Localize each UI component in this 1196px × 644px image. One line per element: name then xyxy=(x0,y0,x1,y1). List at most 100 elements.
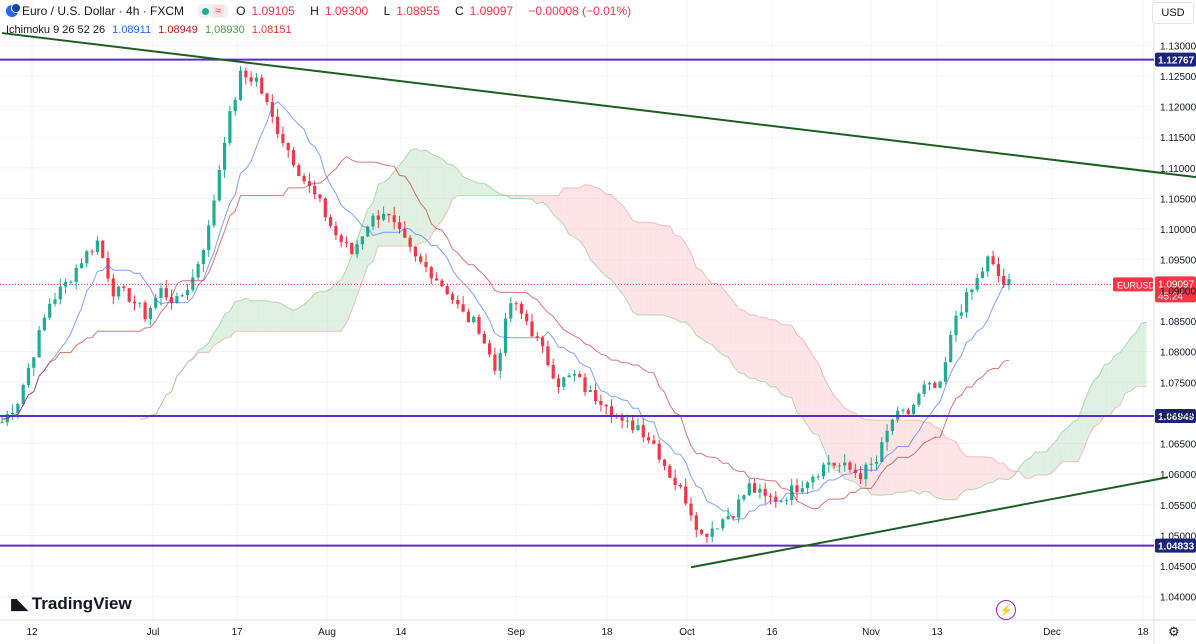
candle-body xyxy=(148,307,152,320)
kumo-cloud-segment xyxy=(606,194,612,280)
lightning-icon[interactable]: ⚡ xyxy=(996,600,1016,620)
kumo-cloud-segment xyxy=(717,283,723,355)
kumo-cloud-segment xyxy=(447,163,453,212)
symbol-tag-label: EURUSD xyxy=(1117,280,1156,290)
candle-body xyxy=(821,464,826,477)
x-tick-label: 17 xyxy=(231,627,243,638)
candle-body xyxy=(132,301,137,304)
kumo-cloud-segment xyxy=(1130,332,1137,391)
kumo-cloud-segment xyxy=(394,164,400,247)
candle-body xyxy=(594,390,598,402)
kumo-cloud-segment xyxy=(823,375,829,462)
candle-body xyxy=(949,334,953,363)
candle-body xyxy=(281,133,285,143)
kumo-cloud-segment xyxy=(685,243,691,328)
candle-body xyxy=(901,409,905,411)
candle-body xyxy=(880,442,884,462)
y-tick-label: 1.06500 xyxy=(1160,440,1196,451)
kumo-cloud-segment xyxy=(558,187,564,225)
candle-body xyxy=(641,425,645,438)
kumo-cloud-segment xyxy=(966,456,972,490)
senkou-span-b-line xyxy=(139,184,1147,479)
trendline[interactable] xyxy=(690,476,1169,569)
kumo-cloud-segment xyxy=(1072,419,1078,462)
candle-body xyxy=(567,375,571,378)
candle-body xyxy=(668,465,672,478)
candle-body xyxy=(837,465,841,467)
candle-body xyxy=(636,425,640,430)
trendline[interactable] xyxy=(1,32,1196,180)
candle-body xyxy=(276,116,280,134)
kumo-cloud-segment xyxy=(426,150,432,243)
kumo-cloud-segment xyxy=(807,346,813,434)
kumo-cloud-segment xyxy=(479,183,485,196)
candle-body xyxy=(366,226,370,237)
candle-body xyxy=(604,404,608,407)
bar-countdown-label: 45:24 xyxy=(1158,291,1183,302)
currency-button[interactable]: USD xyxy=(1152,2,1194,24)
level-price-tag xyxy=(1155,409,1196,424)
candle-body xyxy=(726,516,730,520)
kumo-cloud-segment xyxy=(293,307,299,332)
kumo-cloud-segment xyxy=(669,226,676,319)
candle-body xyxy=(541,337,545,347)
candle-body xyxy=(652,440,656,444)
candle-body xyxy=(196,264,200,278)
candle-body xyxy=(69,281,73,283)
x-tick-label: Nov xyxy=(862,627,880,638)
candle-body xyxy=(154,297,158,308)
ichimoku-legend[interactable]: Ichimoku 9 26 52 26 1.08911 1.08949 1.08… xyxy=(6,24,296,36)
candle-body xyxy=(360,236,364,245)
candle-body xyxy=(413,246,417,257)
candle-body xyxy=(270,102,274,117)
y-tick-label: 1.06000 xyxy=(1160,470,1196,481)
kumo-cloud-segment xyxy=(648,222,654,316)
candle-body xyxy=(117,286,121,297)
kumo-cloud-segment xyxy=(722,288,729,357)
kumo-cloud-segment xyxy=(643,222,649,316)
candle-body xyxy=(689,503,693,516)
indicator-value: 1.08949 xyxy=(158,24,198,36)
candle-body xyxy=(201,250,205,265)
kumo-cloud-segment xyxy=(770,319,776,387)
candle-body xyxy=(938,381,942,388)
kumo-cloud-segment xyxy=(441,158,448,222)
y-tick-label: 1.12000 xyxy=(1160,103,1196,114)
candle-body xyxy=(970,289,974,293)
candle-body xyxy=(753,483,757,493)
market-status[interactable]: ≈ xyxy=(198,4,229,18)
candle-body xyxy=(662,459,667,466)
kumo-cloud-segment xyxy=(977,456,983,489)
kumo-cloud-segment xyxy=(235,300,241,332)
symbol-title[interactable]: Euro / U.S. Dollar · 4h · FXCM xyxy=(22,4,185,18)
kumo-cloud-segment xyxy=(208,332,214,353)
kumo-cloud-segment xyxy=(865,419,872,495)
candle-body xyxy=(302,175,306,182)
x-tick-label: Dec xyxy=(1043,627,1061,638)
tradingview-logo[interactable]: ▮◣ TradingView xyxy=(10,594,132,613)
kumo-cloud-segment xyxy=(828,387,835,470)
kumo-cloud-segment xyxy=(1067,422,1073,462)
candle-body xyxy=(21,385,25,405)
candle-body xyxy=(408,237,412,247)
candle-body xyxy=(806,482,810,489)
candle-body xyxy=(58,286,62,300)
kumo-cloud-segment xyxy=(1099,364,1105,424)
candle-body xyxy=(26,367,31,386)
kumo-cloud-segment xyxy=(351,239,358,311)
candle-body xyxy=(996,264,1000,277)
candle-body xyxy=(737,499,741,518)
kumo-cloud-segment xyxy=(304,299,310,332)
kumo-cloud-segment xyxy=(229,301,236,338)
candle-body xyxy=(260,77,264,94)
kumo-cloud-segment xyxy=(563,187,570,235)
x-tick-label: Oct xyxy=(679,627,695,638)
candle-body xyxy=(350,242,354,255)
gear-icon[interactable]: ⚙ xyxy=(1168,624,1180,639)
kumo-cloud-segment xyxy=(309,293,315,332)
kumo-cloud-segment xyxy=(532,195,538,204)
x-tick-label: 16 xyxy=(766,627,778,638)
kumo-cloud-segment xyxy=(410,148,416,247)
candle-body xyxy=(318,194,322,199)
